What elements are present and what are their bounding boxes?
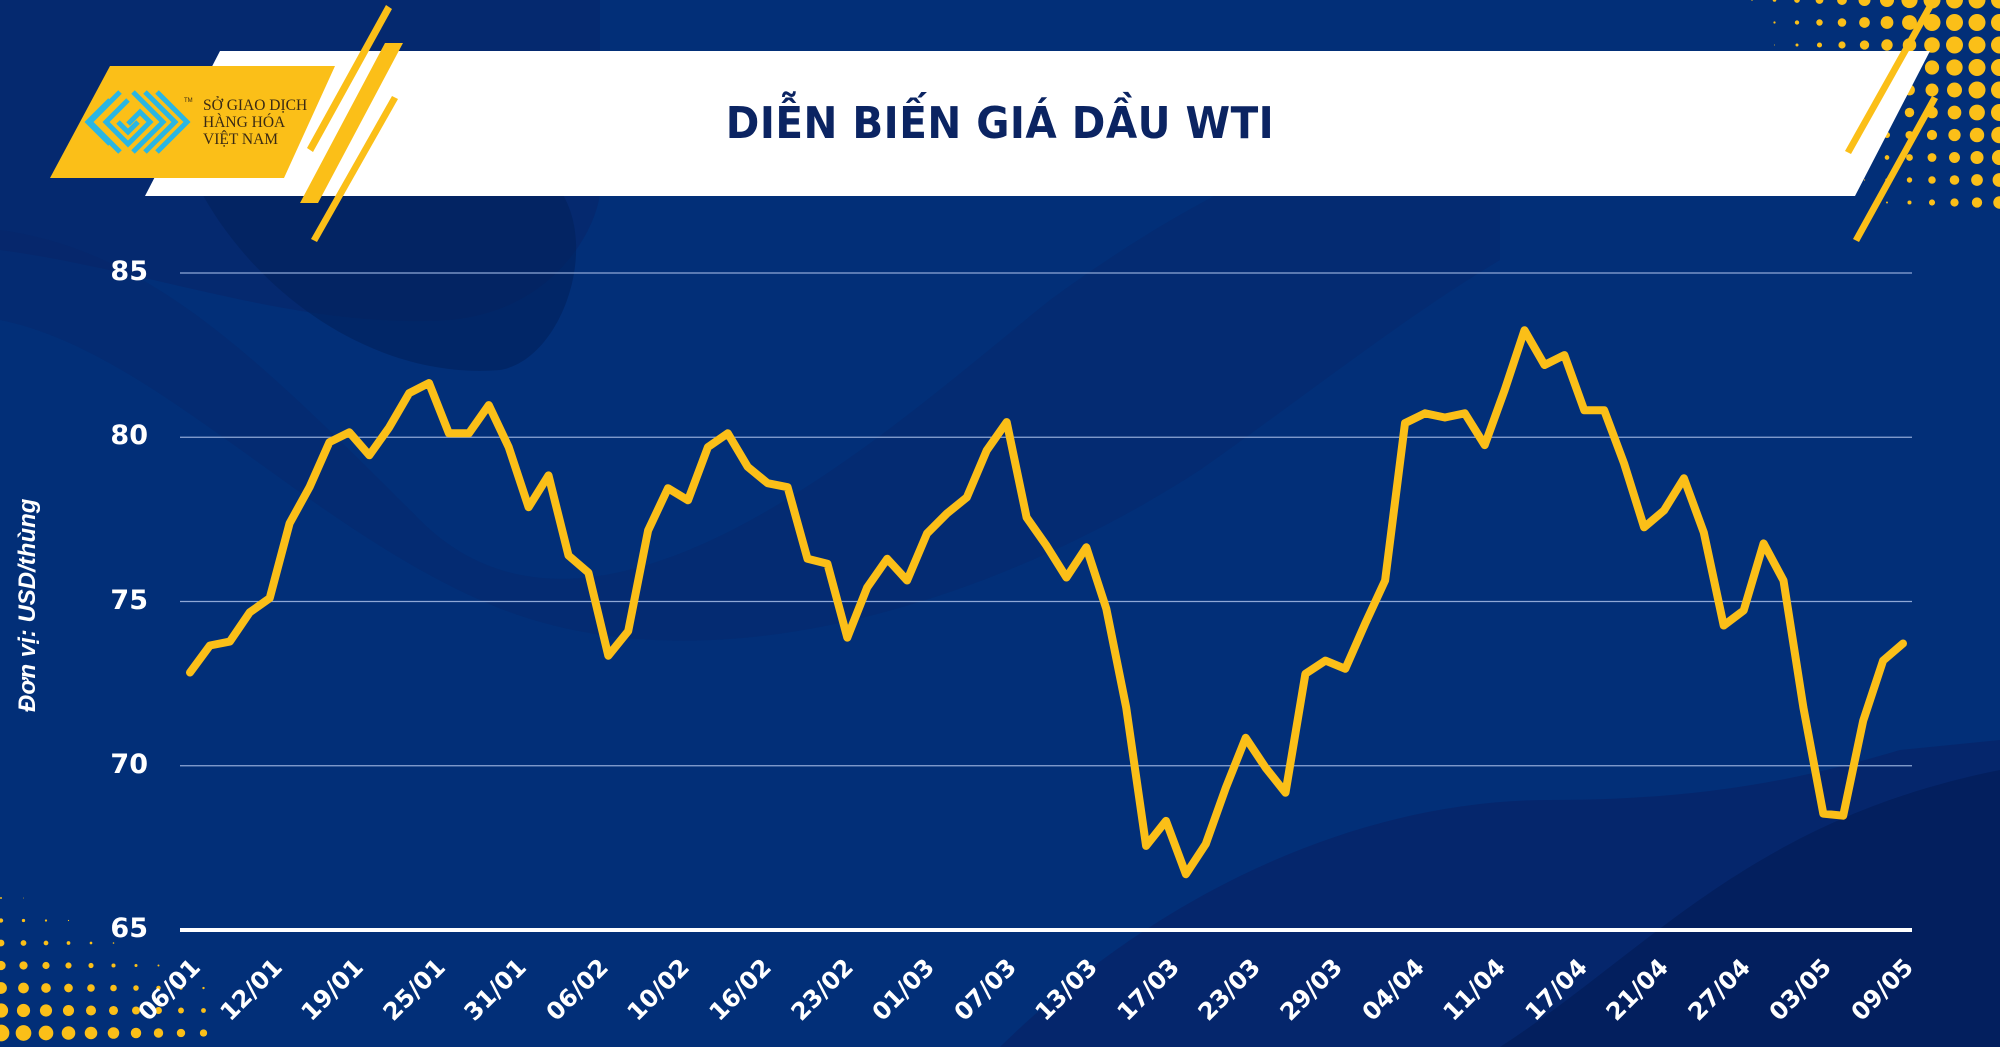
trademark-mark: TM bbox=[184, 98, 193, 104]
bg-curve-wave bbox=[0, 100, 1500, 641]
slash-line-right-2 bbox=[1853, 96, 1938, 242]
y-tick-label: 70 bbox=[110, 748, 148, 780]
gridlines bbox=[180, 272, 1912, 932]
logo-line-3: VIỆT NAM bbox=[203, 131, 279, 148]
y-tick-label: 85 bbox=[110, 256, 148, 287]
logo-line-1: SỞ GIAO DỊCH bbox=[203, 97, 308, 114]
slash-band-left bbox=[300, 43, 403, 203]
bg-curve-bottom-corner bbox=[1500, 770, 2000, 1047]
sgdhh-maze-logo-icon bbox=[84, 90, 191, 154]
logo-text: SỞ GIAO DỊCH HÀNG HÓA VIỆT NAM bbox=[203, 97, 307, 148]
slash-line-left-2 bbox=[311, 96, 398, 242]
chart-title: DIỄN BIẾN GIÁ DẦU WTI bbox=[725, 98, 1275, 149]
y-tick-label: 75 bbox=[110, 584, 148, 616]
y-tick-label: 80 bbox=[110, 420, 148, 452]
slash-line-right-1 bbox=[1845, 5, 1933, 154]
dot-pattern-bottom-left bbox=[0, 897, 208, 1042]
y-tick-label: 65 bbox=[110, 913, 148, 944]
logo-line-2: HÀNG HÓA bbox=[203, 114, 286, 131]
slash-line-left-1 bbox=[307, 5, 392, 152]
wti-price-line bbox=[186, 326, 1907, 879]
title-banner bbox=[145, 51, 1930, 196]
bg-curve-top bbox=[200, 190, 577, 371]
